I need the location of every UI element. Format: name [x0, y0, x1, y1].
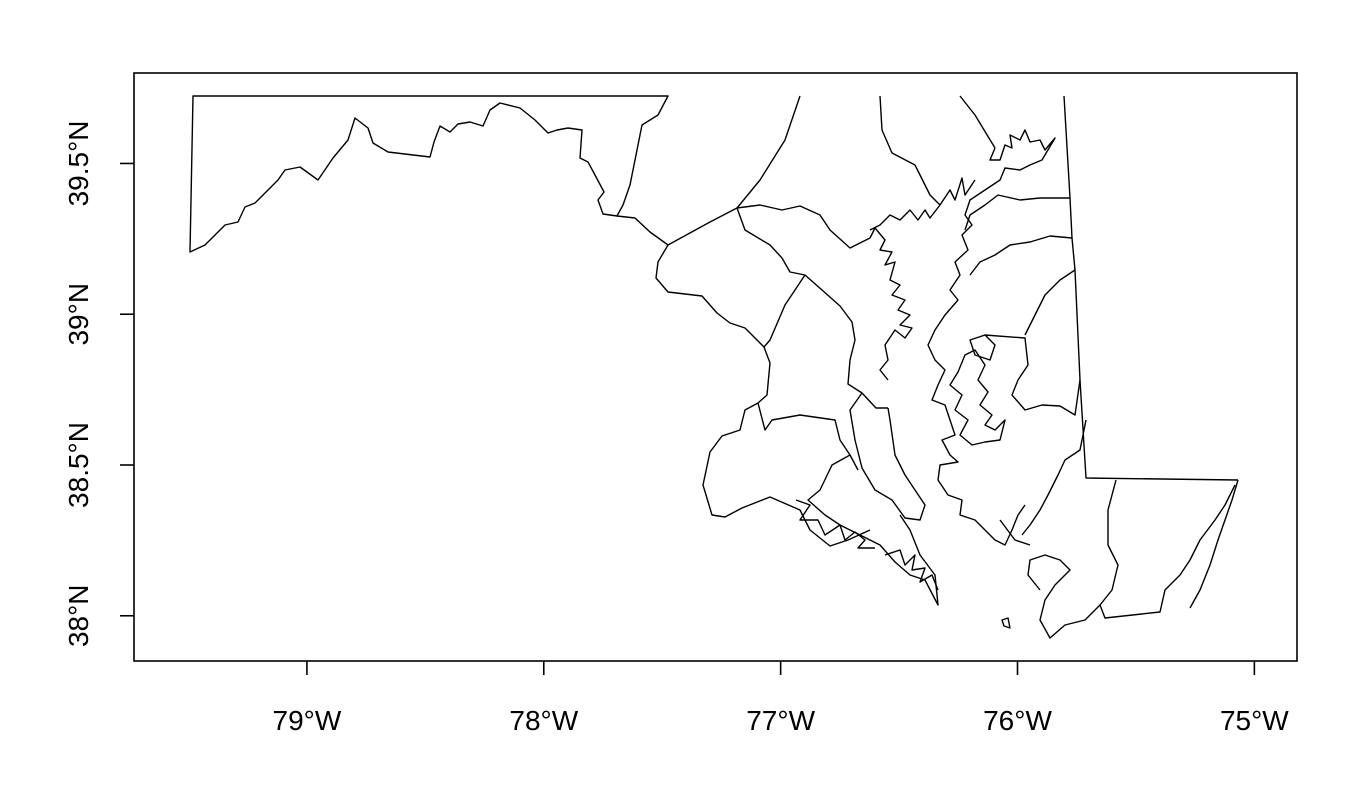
chesapeake-island-1	[949, 349, 1006, 446]
y-tick-label: 39°N	[63, 283, 94, 346]
y-tick-label: 39.5°N	[63, 121, 94, 207]
western-maryland-outline	[189, 95, 669, 253]
plot-frame	[133, 72, 1298, 662]
montgomery-boundary	[655, 244, 859, 471]
carroll-baltimore-boundary	[736, 207, 888, 409]
smith-island	[1001, 617, 1011, 629]
x-axis: 79°W 78°W 77°W 76°W 75°W	[273, 661, 1289, 736]
x-tick-label: 75°W	[1220, 705, 1289, 736]
county-boundaries	[189, 95, 1239, 639]
y-axis: 38°N 38.5°N 39°N 39.5°N	[63, 121, 134, 647]
st-marys	[807, 454, 939, 606]
kent-queen-annes	[964, 194, 1076, 336]
chesapeake-island-2	[969, 334, 996, 361]
wicomico-worcester	[1099, 479, 1236, 619]
frederick-carroll-boundary	[616, 95, 801, 246]
baltimore-county-boundary	[879, 95, 996, 206]
chesapeake-west-shore	[869, 177, 976, 381]
dorchester	[999, 419, 1087, 546]
southern-md-creeks	[795, 499, 939, 591]
eastern-shore-north	[736, 204, 871, 249]
eastern-shore-east-border	[1063, 95, 1239, 481]
howard-boundary	[763, 274, 806, 348]
x-tick-label: 79°W	[273, 705, 342, 736]
chesapeake-east-shore	[927, 129, 1056, 546]
y-tick-label: 38.5°N	[63, 422, 94, 508]
talbot-caroline	[984, 334, 1081, 416]
y-tick-label: 38°N	[63, 584, 94, 647]
x-tick-label: 77°W	[746, 705, 815, 736]
somerset	[1027, 554, 1101, 639]
charles-prince-georges	[702, 402, 871, 547]
worcester-coast	[1189, 479, 1239, 609]
x-tick-label: 78°W	[509, 705, 578, 736]
calvert	[849, 392, 926, 521]
x-tick-label: 76°W	[983, 705, 1052, 736]
